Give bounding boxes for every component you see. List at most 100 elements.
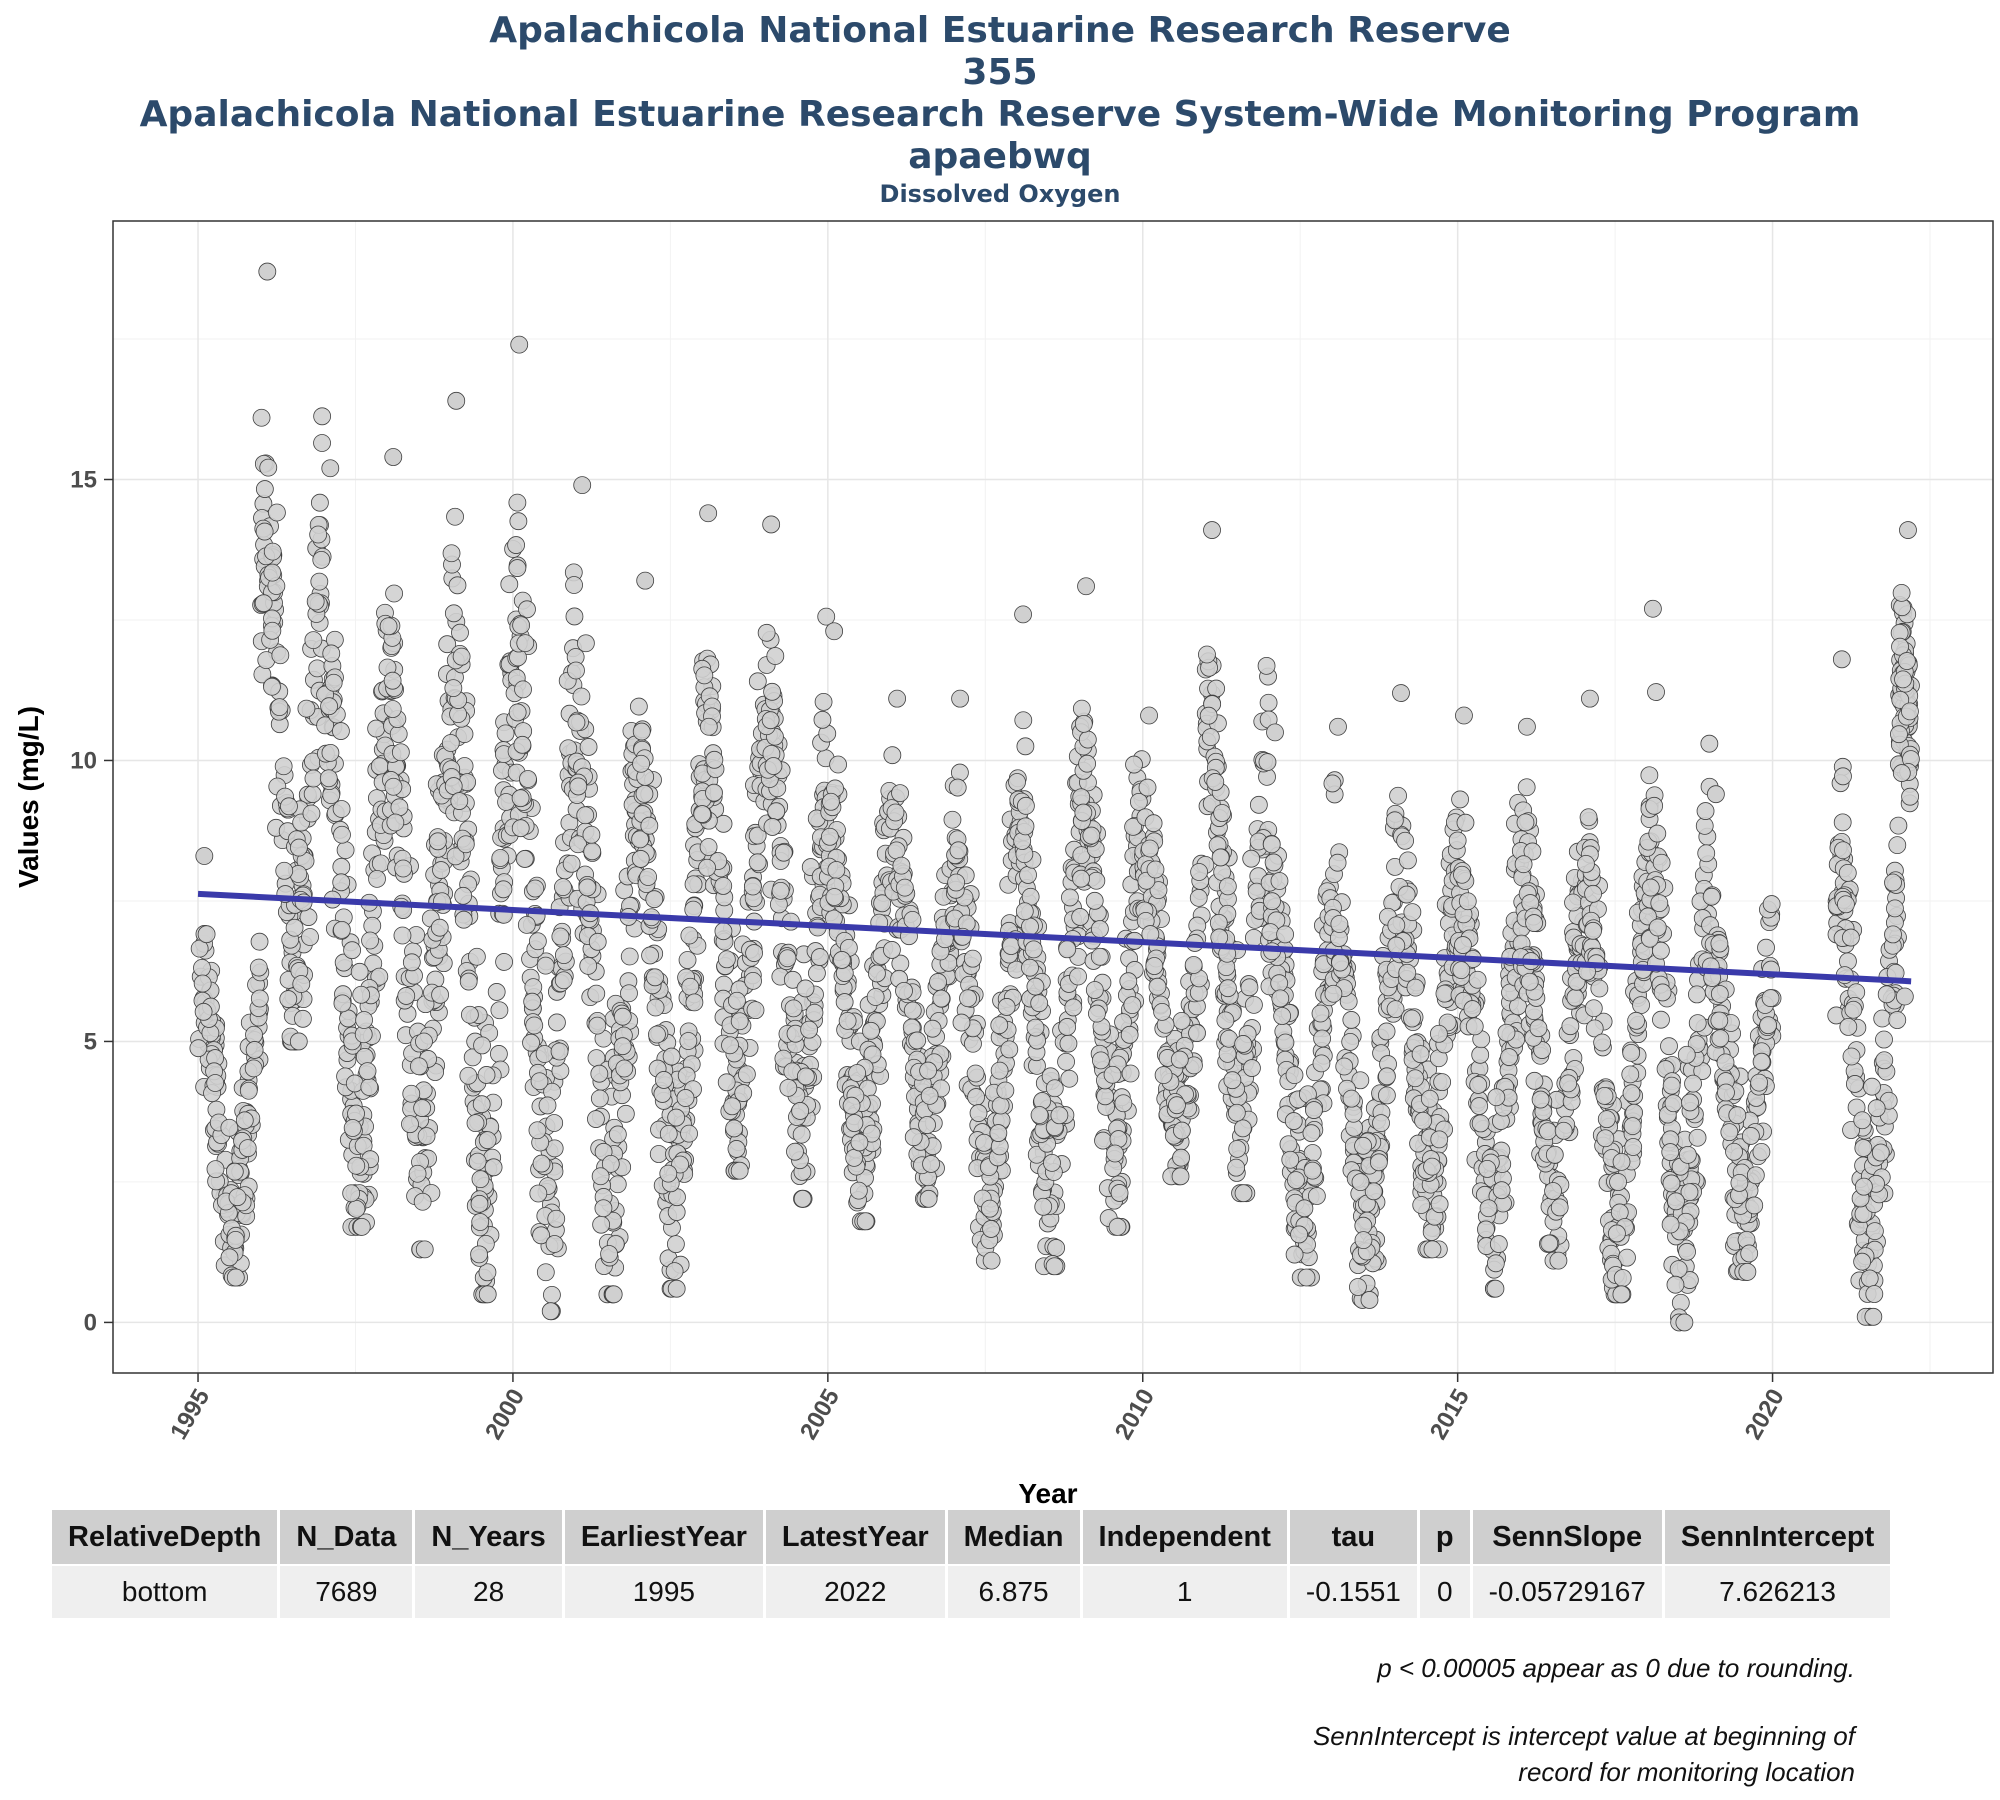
- data-point: [1266, 723, 1284, 742]
- data-point: [1341, 1033, 1360, 1051]
- data-point: [1525, 1071, 1544, 1090]
- data-point: [1666, 1275, 1685, 1294]
- data-point: [1188, 1024, 1206, 1042]
- data-point: [1435, 984, 1454, 1003]
- data-point: [332, 800, 351, 818]
- data-point: [1455, 706, 1473, 725]
- data-point: [1216, 1011, 1235, 1030]
- data-point: [235, 1111, 254, 1130]
- data-point: [792, 1125, 811, 1144]
- data-point: [274, 757, 293, 776]
- data-point: [438, 635, 457, 654]
- data-point: [1377, 1022, 1396, 1041]
- data-point: [448, 576, 467, 595]
- data-point: [1059, 1034, 1078, 1053]
- data-point: [744, 971, 762, 990]
- data-point: [1285, 1245, 1304, 1264]
- data-point: [444, 679, 463, 698]
- data-point: [336, 841, 355, 860]
- data-point: [1860, 1269, 1879, 1288]
- data-point: [415, 1032, 433, 1051]
- data-point: [1284, 1112, 1303, 1130]
- data-point: [982, 1251, 1001, 1270]
- data-point: [1414, 1111, 1433, 1130]
- data-point: [1517, 778, 1536, 797]
- table-body: bottom 7689 28 1995 2022 6.875 1 -0.1551 0 -0.057…: [52, 1564, 1894, 1618]
- data-point: [1884, 925, 1902, 944]
- data-point: [1420, 1089, 1439, 1108]
- data-point: [523, 992, 542, 1011]
- trend-line-group: [197, 890, 1912, 985]
- data-point: [1696, 802, 1715, 820]
- data-point: [322, 644, 341, 663]
- data-point: [473, 1036, 491, 1055]
- data-point: [1354, 1231, 1373, 1250]
- data-points: [189, 262, 1920, 1332]
- data-point: [1016, 817, 1035, 836]
- data-point: [1564, 893, 1582, 912]
- data-point: [1223, 1071, 1242, 1090]
- data-point: [1891, 690, 1910, 709]
- data-point: [845, 1114, 864, 1132]
- data-point: [1688, 1128, 1707, 1147]
- data-point: [1833, 813, 1852, 832]
- data-point: [1387, 916, 1406, 935]
- data-point: [975, 1133, 993, 1152]
- data-point: [1087, 871, 1106, 890]
- data-point: [1645, 796, 1664, 815]
- data-point: [849, 1181, 868, 1200]
- data-point: [1072, 788, 1091, 807]
- data-point: [667, 1203, 686, 1221]
- table-header-cell: Independent: [1081, 1510, 1290, 1565]
- data-point: [863, 1045, 882, 1064]
- data-point: [1201, 728, 1220, 747]
- data-point: [456, 835, 475, 854]
- data-point: [1411, 1045, 1430, 1064]
- data-point: [1172, 1148, 1190, 1167]
- data-point: [494, 880, 513, 899]
- data-point: [1088, 1004, 1106, 1023]
- data-point: [1875, 1030, 1893, 1049]
- data-point: [507, 536, 525, 554]
- data-point: [632, 722, 651, 741]
- data-point: [491, 849, 510, 867]
- data-point: [1554, 1121, 1573, 1140]
- title-line-2: 355: [962, 52, 1038, 93]
- data-point: [333, 994, 352, 1013]
- data-point: [1579, 808, 1598, 827]
- data-point: [567, 713, 586, 732]
- data-point: [1050, 1106, 1069, 1125]
- data-point: [796, 1067, 815, 1086]
- data-point: [226, 1268, 245, 1287]
- data-point: [699, 504, 718, 523]
- data-point: [313, 407, 332, 426]
- data-point: [929, 973, 947, 991]
- data-point: [1219, 979, 1237, 998]
- data-point: [358, 1062, 377, 1080]
- data-point: [493, 761, 511, 780]
- x-tick-label: 2015: [1425, 1385, 1475, 1445]
- data-point: [550, 1042, 569, 1061]
- data-point: [1423, 1240, 1442, 1259]
- data-point: [1609, 1173, 1627, 1191]
- data-point: [1584, 999, 1603, 1018]
- data-point: [1104, 1159, 1123, 1178]
- data-point: [1873, 1009, 1892, 1028]
- data-point: [1295, 1199, 1314, 1218]
- data-point: [820, 827, 839, 846]
- data-point: [1027, 1145, 1046, 1164]
- data-point: [1622, 1043, 1641, 1062]
- data-point: [515, 850, 534, 868]
- data-point: [714, 814, 733, 833]
- data-point: [1746, 1166, 1765, 1185]
- data-point: [500, 575, 519, 594]
- statistics-table: RelativeDepth N_Data N_Years EarliestYear La…: [52, 1510, 1894, 1618]
- data-point: [1895, 987, 1914, 1006]
- data-point: [1279, 1135, 1298, 1154]
- data-point: [1026, 977, 1045, 996]
- data-point: [1228, 1139, 1247, 1158]
- data-point: [370, 757, 389, 776]
- data-point: [263, 621, 282, 640]
- data-point: [827, 861, 846, 879]
- data-point: [1342, 1089, 1361, 1108]
